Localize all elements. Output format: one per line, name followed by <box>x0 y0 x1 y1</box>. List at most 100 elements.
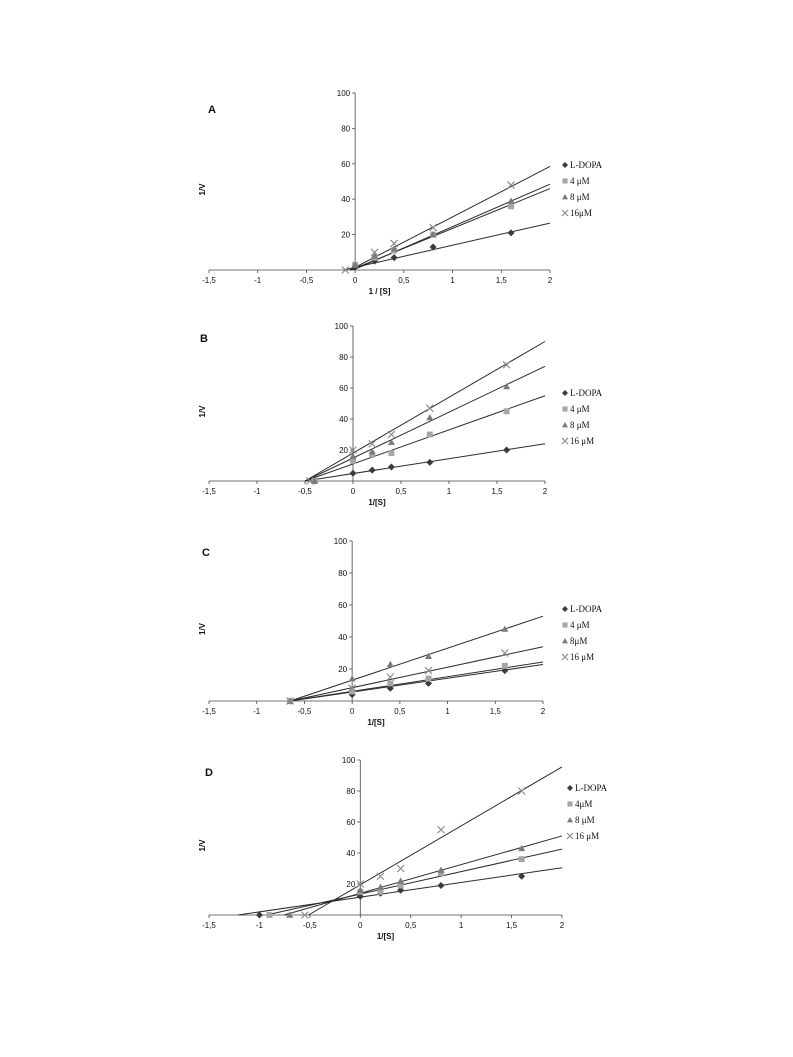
y-tick-label: 40 <box>346 849 355 858</box>
x-axis-title: 1/[S] <box>368 498 386 507</box>
data-point <box>286 697 295 705</box>
data-point <box>311 477 319 484</box>
legend-marker <box>567 801 573 807</box>
x-tick-label: 1,5 <box>496 276 508 285</box>
legend-marker <box>562 390 568 396</box>
data-point <box>396 864 405 873</box>
data-point <box>518 856 525 863</box>
y-axis-title: 1/V <box>198 405 207 418</box>
legend-marker <box>562 638 568 644</box>
y-tick-label: 100 <box>342 756 356 765</box>
y-tick-label: 100 <box>334 537 348 546</box>
legend-marker <box>561 437 569 445</box>
legend-marker <box>561 653 569 661</box>
fit-line <box>304 341 546 482</box>
data-point <box>349 452 357 459</box>
y-tick-label: 40 <box>341 195 350 204</box>
x-tick-label: 2 <box>560 921 565 930</box>
legend-label: 8μM <box>570 636 587 646</box>
data-point <box>437 870 444 877</box>
data-point <box>397 882 404 889</box>
legend-marker <box>562 406 568 412</box>
data-point <box>388 450 395 457</box>
legend-marker <box>567 785 573 791</box>
x-tick-label: -1,5 <box>202 487 216 496</box>
x-tick-label: 0 <box>350 707 355 716</box>
data-point <box>507 181 515 189</box>
data-point <box>517 787 526 795</box>
legend-marker <box>562 162 568 168</box>
data-point <box>286 911 294 918</box>
x-tick-label: 1 <box>445 707 450 716</box>
data-point <box>426 431 433 438</box>
data-point <box>429 223 438 232</box>
legend-label: 4 μM <box>570 620 590 630</box>
legend-label: 16 μM <box>575 831 599 841</box>
panel-d: -1,5 -1 -0,5 0 0,5 1 1,5 2 20 40 60 80 100 1/[S] 1/V D L… <box>198 756 608 941</box>
data-point <box>387 463 395 471</box>
data-point <box>349 446 357 454</box>
data-point <box>518 872 526 880</box>
y-tick-label: 80 <box>338 569 347 578</box>
x-tick-label: 0,5 <box>398 276 410 285</box>
fit-line <box>266 848 563 916</box>
data-point <box>368 466 376 474</box>
legend-label: 4μM <box>575 799 592 809</box>
y-tick-label: 60 <box>346 818 355 827</box>
data-point <box>305 477 314 485</box>
panel-label: A <box>208 104 216 116</box>
data-point <box>424 652 432 659</box>
data-point <box>426 413 434 421</box>
y-tick-label: 40 <box>338 633 347 642</box>
panel-a: -1,5 -1 -0,5 0 0,5 1 1,5 2 20 40 60 80 100 1 / [S] 1/V… <box>198 89 603 296</box>
fit-line <box>289 661 544 702</box>
data-point <box>437 882 445 890</box>
x-tick-label: 2 <box>548 276 553 285</box>
data-point <box>501 625 509 632</box>
data-point <box>266 912 273 918</box>
x-tick-label: 0,5 <box>394 707 406 716</box>
data-point <box>349 469 357 477</box>
legend-marker <box>562 194 568 200</box>
legend-label: 16 μM <box>570 436 594 446</box>
x-tick-label: -0,5 <box>298 487 312 496</box>
data-point <box>425 675 432 682</box>
data-point <box>508 203 515 210</box>
data-point <box>424 666 433 675</box>
y-tick-label: 20 <box>339 446 348 455</box>
y-tick-label: 20 <box>341 231 350 240</box>
legend-label: 16 μM <box>570 652 594 662</box>
data-point <box>390 254 398 262</box>
data-point <box>503 446 511 454</box>
y-tick-label: 20 <box>338 665 347 674</box>
x-axis-title: 1 / [S] <box>369 287 391 296</box>
data-point <box>507 229 515 237</box>
legend-label: L-DOPA <box>575 783 608 793</box>
legend-label: L-DOPA <box>570 604 603 614</box>
x-tick-label: 1,5 <box>506 921 518 930</box>
x-tick-label: 0 <box>351 487 356 496</box>
y-tick-label: 80 <box>346 787 355 796</box>
legend-label: 8 μM <box>570 420 590 430</box>
data-point <box>356 886 364 893</box>
fit-line <box>308 766 563 916</box>
data-point <box>255 911 263 919</box>
y-tick-label: 60 <box>338 601 347 610</box>
panel-c: -1,5 -1 -0,5 0 0,5 1 1,5 2 20 40 60 80 100 1/[S] 1/V C L… <box>198 537 603 727</box>
data-point <box>368 439 377 448</box>
x-tick-label: -1,5 <box>202 276 216 285</box>
data-point <box>376 872 385 881</box>
data-point <box>390 239 399 248</box>
x-tick-label: 1,5 <box>490 707 502 716</box>
fit-line <box>304 365 546 482</box>
data-point <box>426 458 434 466</box>
x-tick-label: 1 <box>450 276 455 285</box>
data-point <box>503 408 510 415</box>
y-axis-title: 1/V <box>198 622 207 635</box>
data-point <box>386 660 394 667</box>
data-point <box>502 360 511 369</box>
legend-marker <box>562 422 568 428</box>
data-point <box>349 688 356 695</box>
x-tick-label: 1,5 <box>491 487 503 496</box>
